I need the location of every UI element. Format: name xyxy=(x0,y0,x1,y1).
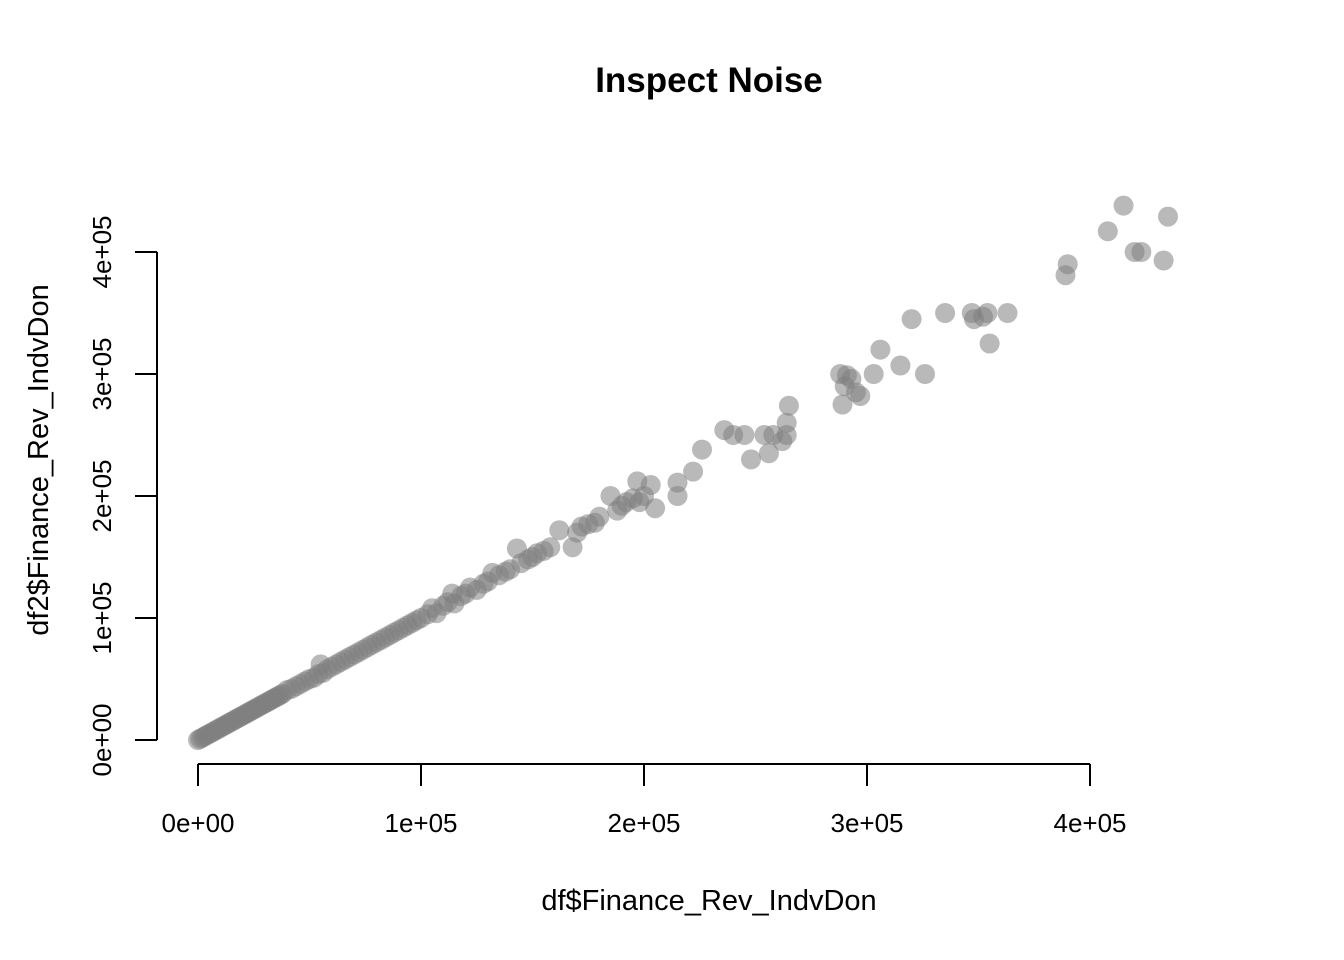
x-tick-label: 3e+05 xyxy=(830,808,903,838)
y-tick-label: 1e+05 xyxy=(87,581,117,654)
data-point xyxy=(734,425,755,445)
data-point xyxy=(977,303,998,323)
data-point xyxy=(901,309,922,330)
data-point xyxy=(589,506,610,527)
y-tick-label: 3e+05 xyxy=(87,337,117,410)
x-tick-label: 1e+05 xyxy=(384,808,457,838)
data-point xyxy=(979,333,1000,354)
data-point xyxy=(1113,195,1134,216)
x-tick-label: 2e+05 xyxy=(607,808,680,838)
data-point xyxy=(1153,250,1174,271)
data-point xyxy=(863,364,884,384)
data-point xyxy=(778,395,799,416)
x-axis-ticks: 0e+00 1e+05 2e+05 3e+05 4e+05 xyxy=(161,764,1127,838)
data-point xyxy=(549,520,570,541)
data-point xyxy=(741,449,761,470)
data-point xyxy=(645,498,666,519)
data-point xyxy=(870,339,891,360)
x-axis-label: df$Finance_Rev_IndvDon xyxy=(541,885,876,917)
data-point xyxy=(683,461,704,482)
x-tick-label: 4e+05 xyxy=(1053,808,1126,838)
data-point xyxy=(540,537,561,558)
data-point xyxy=(1131,242,1152,262)
y-axis-ticks: 0e+00 1e+05 2e+05 3e+05 4e+05 xyxy=(87,215,157,777)
data-point xyxy=(890,355,911,376)
chart-title: Inspect Noise xyxy=(595,61,823,100)
y-tick-label: 4e+05 xyxy=(87,215,117,288)
data-point xyxy=(692,439,712,460)
y-axis-label: df2$Finance_Rev_IndvDon xyxy=(23,284,55,635)
data-point xyxy=(935,303,956,323)
data-point xyxy=(915,364,935,384)
data-point xyxy=(850,386,871,406)
data-point xyxy=(1097,221,1118,242)
data-point xyxy=(776,412,797,433)
y-tick-label: 2e+05 xyxy=(87,459,117,532)
data-point xyxy=(758,443,779,464)
data-point xyxy=(1158,206,1178,227)
data-point xyxy=(997,303,1018,323)
data-point xyxy=(1057,254,1078,275)
data-point xyxy=(832,394,853,415)
data-point xyxy=(667,472,688,493)
y-tick-label: 0e+00 xyxy=(87,703,117,776)
x-tick-label: 0e+00 xyxy=(161,808,234,838)
data-point xyxy=(640,475,661,495)
points-layer xyxy=(188,195,1178,750)
